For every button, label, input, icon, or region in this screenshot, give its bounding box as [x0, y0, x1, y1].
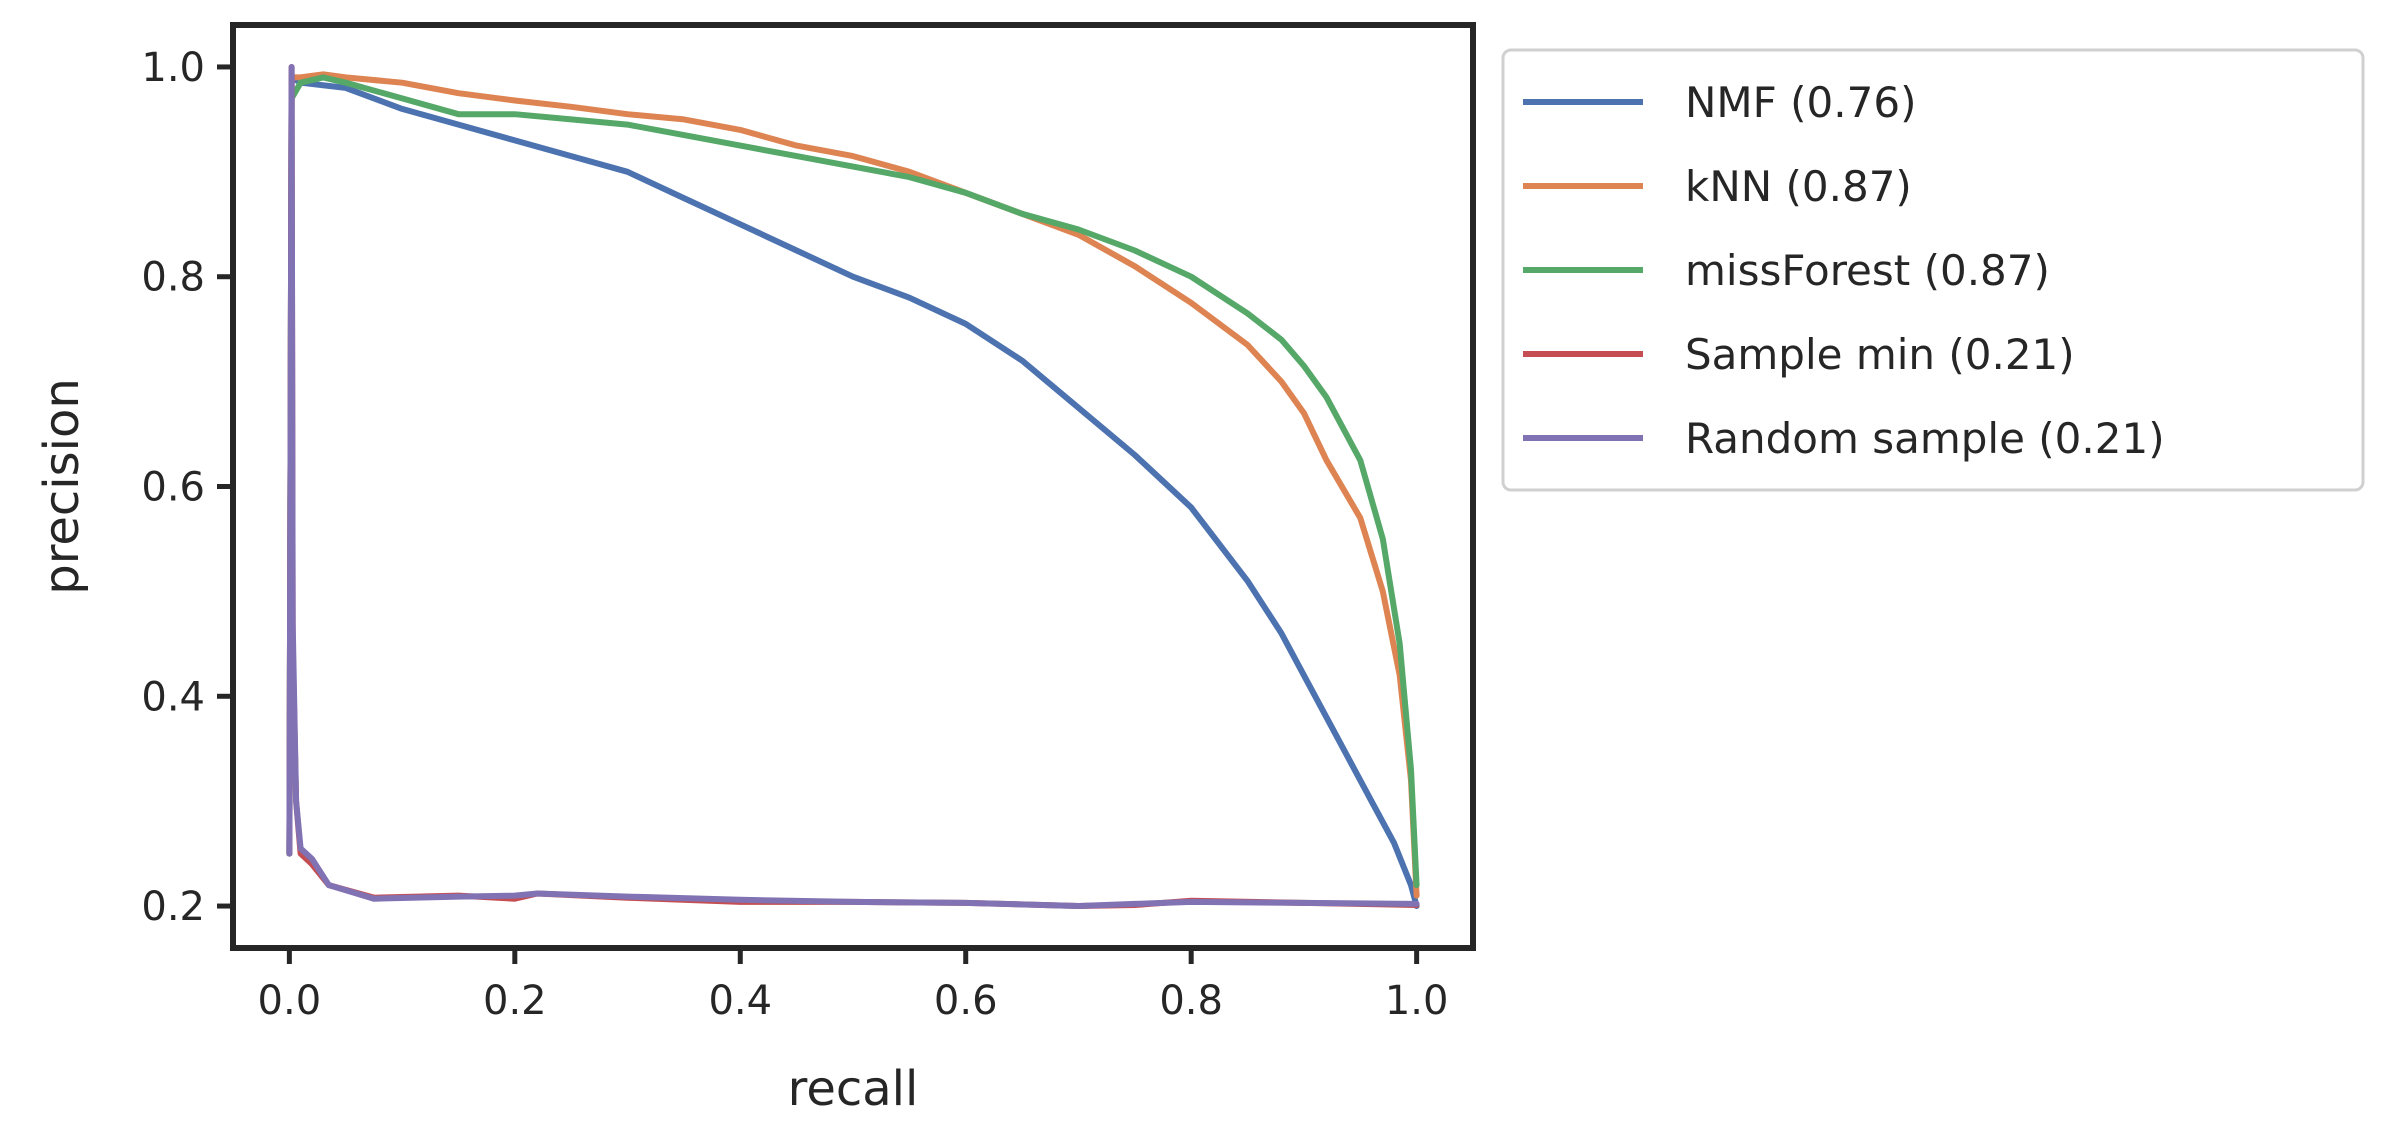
legend-label-0: NMF (0.76): [1685, 78, 1916, 127]
series-line-2: [286, 74, 1420, 889]
x-axis: 0.0 0.2 0.4 0.6 0.8 1.0: [258, 948, 1449, 1024]
x-tick-label: 1.0: [1385, 978, 1449, 1024]
legend-label-1: kNN (0.87): [1685, 162, 1912, 211]
x-tick-label: 0.8: [1159, 978, 1223, 1024]
y-tick-label: 1.0: [141, 45, 205, 91]
y-tick-label: 0.8: [141, 255, 205, 301]
x-tick-label: 0.4: [708, 978, 772, 1024]
x-tick-label: 0.2: [483, 978, 547, 1024]
y-axis: 0.2 0.4 0.6 0.8 1.0: [141, 45, 233, 930]
series-lines: [286, 64, 1420, 909]
legend-label-2: missForest (0.87): [1685, 246, 2050, 295]
y-axis-label: precision: [34, 378, 90, 595]
y-tick-label: 0.4: [141, 674, 205, 720]
legend-box: [1501, 48, 2365, 492]
x-tick-label: 0.0: [258, 978, 322, 1024]
series-line-0: [286, 74, 1420, 909]
legend-label-4: Random sample (0.21): [1685, 414, 2165, 463]
y-tick-label: 0.2: [141, 884, 205, 930]
series-line-4: [286, 64, 1420, 909]
y-tick-label: 0.6: [141, 465, 205, 511]
x-axis-label: recall: [788, 1061, 919, 1117]
legend-label-3: Sample min (0.21): [1685, 330, 2075, 379]
series-line-1: [286, 71, 1420, 899]
plot-area: [230, 22, 1476, 951]
legend: NMF (0.76) kNN (0.87) missForest (0.87) Sam…: [1501, 48, 2365, 492]
x-tick-label: 0.6: [934, 978, 998, 1024]
